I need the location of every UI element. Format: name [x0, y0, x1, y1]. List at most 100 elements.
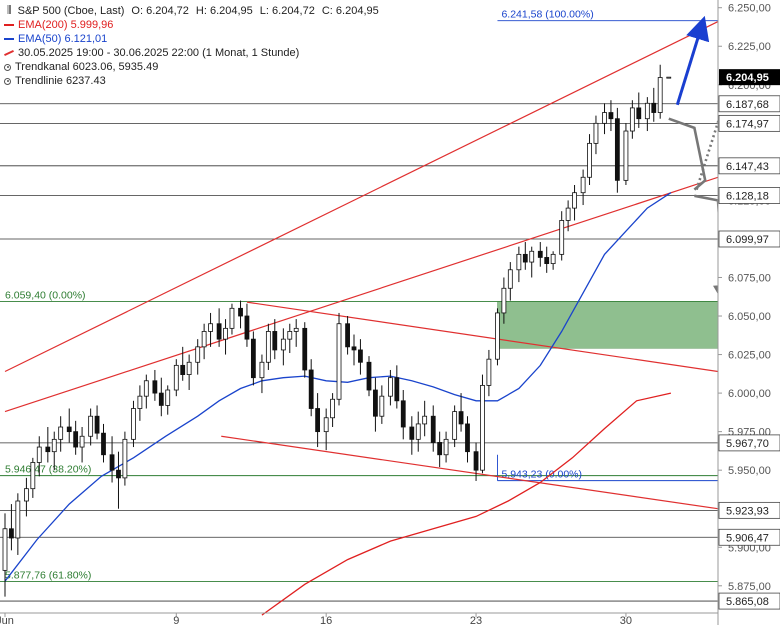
grey-down-step-arrow — [668, 117, 707, 191]
candle-body — [79, 435, 85, 448]
ema200-line — [261, 392, 672, 616]
candle-body — [259, 361, 265, 379]
candle-body — [287, 331, 293, 340]
candle-body — [315, 408, 321, 433]
candle-body — [265, 331, 271, 363]
candle-body — [88, 415, 94, 437]
candle-body — [244, 315, 250, 340]
candle-body — [480, 384, 485, 471]
last-price-label: 6.204,95 — [726, 72, 769, 84]
x-tick-label: Jun — [0, 615, 14, 625]
y-tick-label: 5.875,00 — [728, 581, 771, 593]
candle-body — [137, 395, 143, 409]
candle-body — [250, 338, 256, 379]
ema50-swatch — [4, 38, 14, 40]
candle-body — [51, 438, 57, 453]
candle-body — [293, 327, 299, 332]
candle-body — [507, 269, 513, 289]
candle-body — [559, 220, 565, 255]
legend-high: H: 6.204,95 — [195, 5, 253, 17]
trendline-lower-channel — [4, 176, 718, 413]
candle-body — [24, 488, 29, 502]
fib-label: 5.946,47 (38.20%) — [5, 464, 91, 476]
candle-body — [629, 107, 635, 132]
candle-body — [415, 423, 421, 440]
x-tick-label: 9 — [173, 615, 179, 625]
candle-body — [186, 361, 192, 375]
candle-body — [58, 426, 64, 440]
candle-body — [452, 411, 458, 440]
legend-range-row: 30.05.2025 19:00 - 30.06.2025 22:00 (1 M… — [4, 46, 379, 60]
candle-body — [131, 408, 136, 440]
fib-label: 6.241,58 (100.00%) — [501, 9, 593, 21]
candle-body — [614, 118, 620, 181]
level-price-label: 6.099,97 — [726, 234, 769, 246]
candle-body — [495, 312, 500, 360]
candle-body — [101, 432, 106, 456]
candle-body — [400, 400, 406, 428]
candle-body — [587, 142, 592, 178]
candle-body — [143, 380, 149, 397]
fib-label: 6.059,40 (0.00%) — [5, 290, 86, 302]
candle-body — [45, 446, 51, 453]
candle-body — [122, 438, 128, 479]
candle-body — [180, 364, 186, 375]
candle-body — [158, 392, 164, 406]
candle-body — [572, 192, 577, 209]
level-price-label: 6.147,43 — [726, 161, 769, 173]
y-tick-label: 6.050,00 — [728, 311, 771, 323]
candle-body — [550, 253, 556, 265]
candle-body — [351, 346, 357, 351]
legend-trendchannel-row: Trendkanal 6023.06, 5935.49 — [4, 60, 379, 74]
candle-body — [109, 454, 115, 471]
legend-trendline-row: Trendlinie 6237.43 — [4, 74, 379, 88]
candle-body — [465, 423, 470, 453]
trendline-descending-lower — [221, 435, 718, 510]
candle-body — [602, 112, 607, 124]
candle-body — [30, 462, 36, 490]
candle-body — [73, 431, 79, 448]
x-tick-label: 23 — [470, 615, 482, 625]
x-tick-label: 16 — [320, 615, 332, 625]
candle-body — [501, 287, 507, 314]
fib-label: 5.877,76 (61.80%) — [5, 570, 91, 582]
level-price-label: 6.174,97 — [726, 118, 769, 130]
legend-trendline: Trendlinie 6237.43 — [15, 75, 106, 87]
trendline-icon — [4, 77, 11, 85]
y-tick-label: 6.075,00 — [728, 272, 771, 284]
level-price-label: 5.865,08 — [726, 596, 769, 608]
legend-range: 30.05.2025 19:00 - 30.06.2025 22:00 (1 M… — [18, 47, 300, 59]
candle-body — [2, 528, 8, 571]
legend-ema50-row: EMA(50) 6.121,01 — [4, 32, 379, 46]
level-price-box — [718, 230, 780, 248]
candle-body — [565, 207, 571, 221]
fib-label: 5.943,23 (0.00%) — [501, 469, 582, 481]
candle-body — [208, 323, 213, 332]
candle-body — [636, 107, 642, 120]
candle-body — [366, 361, 372, 391]
candle-body — [430, 415, 436, 443]
legend-close: C: 6.204,95 — [321, 5, 379, 17]
candle-body — [580, 176, 586, 194]
y-tick-label: 6.250,00 — [728, 3, 771, 15]
candle-body — [201, 331, 207, 348]
candle-body — [330, 398, 335, 419]
last-price-box — [719, 69, 780, 86]
candle-body — [458, 411, 464, 425]
y-tick-label: 6.225,00 — [728, 41, 771, 53]
candle-body — [15, 500, 21, 539]
candle-body — [36, 446, 42, 463]
y-tick-label: 6.025,00 — [728, 350, 771, 362]
y-tick-label: 5.950,00 — [728, 465, 771, 477]
level-price-box — [718, 114, 780, 132]
candle-body — [173, 364, 179, 391]
candle-body — [422, 415, 428, 425]
candle-body — [529, 250, 535, 263]
candle-body — [229, 307, 235, 329]
level-price-label: 5.906,47 — [726, 532, 769, 544]
candle-body — [336, 323, 342, 400]
candle-body — [302, 327, 308, 371]
candle-body — [358, 349, 363, 363]
level-price-box — [718, 592, 780, 610]
